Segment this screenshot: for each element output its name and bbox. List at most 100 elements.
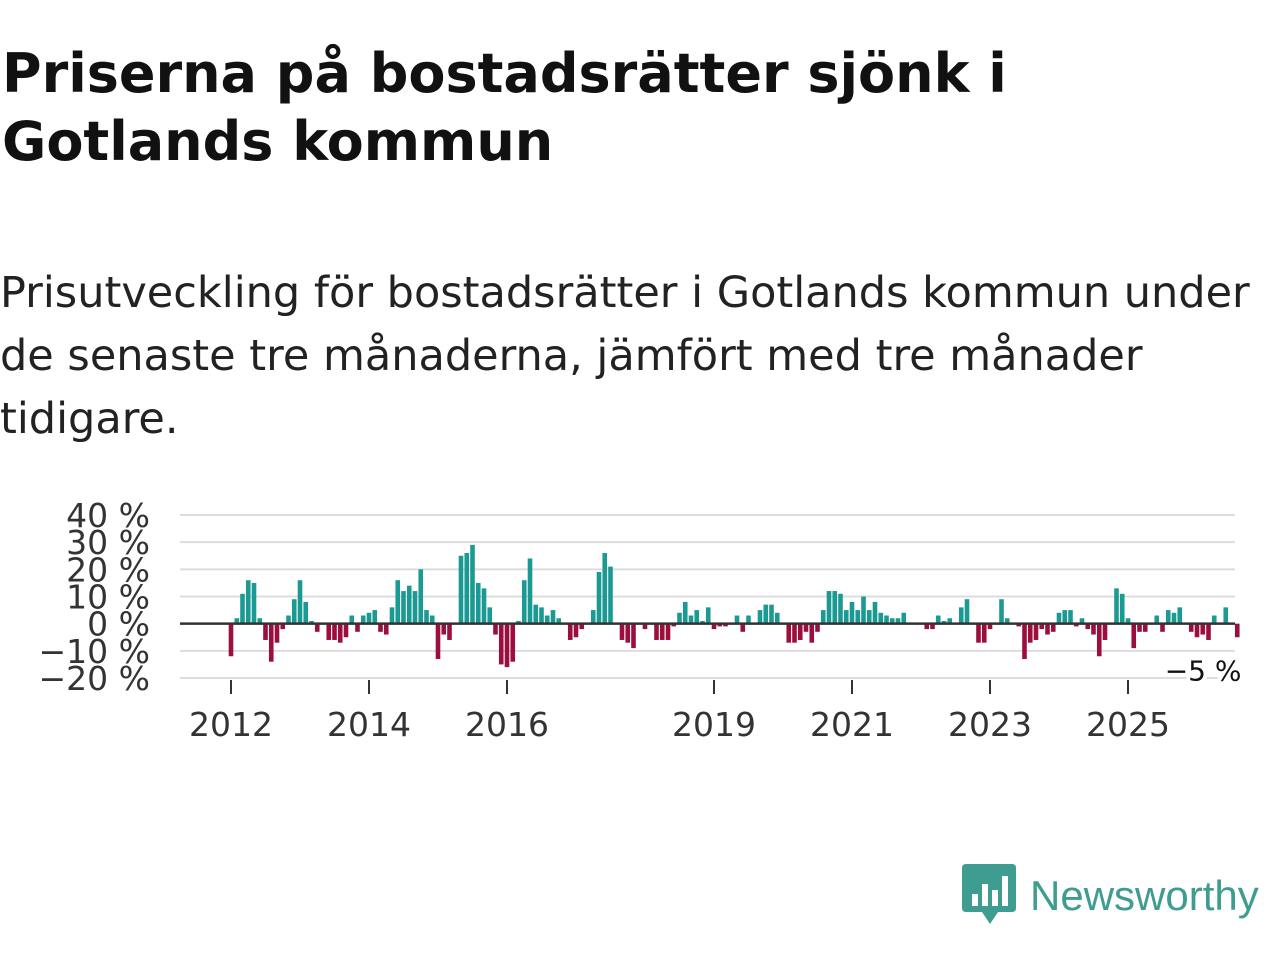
y-tick-label: 0 % — [87, 605, 150, 644]
bar — [406, 585, 412, 624]
bar — [677, 612, 682, 624]
bar — [395, 580, 401, 624]
bar — [401, 591, 406, 624]
bar — [343, 623, 349, 638]
bar — [309, 620, 314, 624]
annotation-halo: −5 % — [1165, 654, 1242, 687]
bar — [1125, 618, 1131, 624]
bar — [1033, 623, 1039, 640]
latest-value-annotation: −5 % — [1165, 654, 1242, 687]
bar — [418, 569, 424, 624]
bar — [332, 623, 337, 640]
bar — [769, 604, 774, 624]
bar — [1211, 615, 1217, 624]
bar — [533, 604, 539, 624]
bar — [705, 607, 711, 624]
bar — [429, 615, 435, 624]
bar — [866, 610, 872, 624]
bar — [326, 623, 332, 640]
bar — [1188, 623, 1194, 632]
x-tick-label: 2023 — [948, 705, 1032, 744]
bar — [1206, 623, 1211, 640]
bar — [1085, 623, 1091, 630]
bar — [550, 610, 556, 624]
x-tick-label: 2021 — [810, 705, 894, 744]
chart-title: Priserna på bostadsrätter sjönk i Gotlan… — [2, 42, 1007, 173]
x-tick-label: 2025 — [1086, 705, 1170, 744]
bar — [567, 623, 573, 640]
bar — [487, 607, 493, 624]
bar — [619, 623, 625, 640]
chart-subtitle: Prisutveckling för bostadsrätter i Gotla… — [0, 268, 1250, 444]
bar — [556, 618, 562, 624]
bar — [717, 623, 723, 627]
bar — [441, 623, 447, 635]
bar — [481, 588, 487, 624]
bar — [297, 580, 303, 624]
bar — [493, 623, 498, 635]
bar — [412, 591, 418, 624]
x-tick-label: 2016 — [465, 705, 549, 744]
bar — [263, 623, 268, 640]
bar — [797, 623, 803, 640]
bar — [389, 607, 395, 624]
bar — [435, 623, 441, 659]
bar — [1223, 607, 1229, 624]
bar — [355, 623, 360, 632]
bar — [688, 615, 694, 624]
bar — [1073, 623, 1079, 627]
bar — [999, 599, 1004, 624]
bar — [947, 618, 953, 624]
bar — [1056, 612, 1062, 624]
bar — [1177, 607, 1183, 624]
bar — [849, 601, 855, 624]
bar — [981, 623, 987, 643]
bar — [1050, 623, 1056, 632]
bar — [792, 623, 797, 643]
bar — [625, 623, 631, 643]
bar — [1004, 618, 1010, 624]
bar — [314, 623, 320, 632]
bar — [1114, 588, 1119, 624]
bar — [349, 615, 355, 624]
bar — [665, 623, 671, 640]
bar — [659, 623, 665, 640]
y-tick-label: 20 % — [66, 550, 150, 589]
bar — [700, 620, 705, 624]
bar — [573, 623, 579, 638]
bar — [740, 623, 746, 632]
bar — [608, 566, 613, 624]
bar — [895, 618, 901, 624]
bar — [872, 601, 878, 624]
bar — [832, 591, 838, 624]
y-tick-label: 10 % — [66, 578, 150, 617]
bar — [245, 580, 251, 624]
bar — [861, 596, 866, 624]
bar — [372, 610, 378, 624]
bar — [723, 623, 728, 627]
bar — [642, 623, 648, 630]
bar — [240, 593, 245, 624]
bar — [516, 620, 521, 624]
bar — [1171, 612, 1177, 624]
bar — [234, 618, 240, 624]
bar — [987, 623, 993, 630]
bar — [820, 610, 826, 624]
bar — [826, 591, 832, 624]
bar — [815, 623, 820, 632]
newsworthy-chart-logo-icon — [962, 864, 1016, 924]
bar — [631, 623, 636, 649]
bar — [383, 623, 389, 635]
bar — [1045, 623, 1050, 635]
x-tick-label: 2012 — [189, 705, 273, 744]
bar — [544, 615, 550, 624]
bar — [958, 607, 964, 624]
bar — [1016, 623, 1022, 627]
bar — [539, 607, 544, 624]
bar — [1234, 623, 1240, 638]
bar — [878, 612, 884, 624]
bar — [424, 610, 429, 624]
bar — [1039, 623, 1045, 630]
bar — [458, 555, 464, 624]
bar — [964, 599, 970, 624]
